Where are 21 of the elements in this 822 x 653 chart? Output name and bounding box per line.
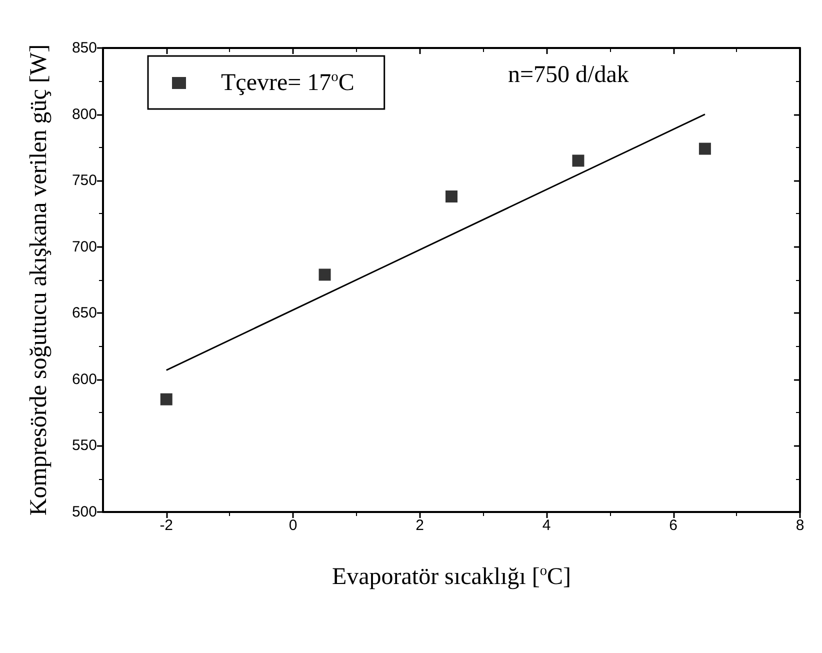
point xyxy=(318,268,331,281)
y-tick-label: 600 xyxy=(72,370,97,388)
y-axis-title: Kompresörde soğutucu akışkana verilen güç [W] xyxy=(26,44,52,516)
y-tick-label: 850 xyxy=(72,40,97,56)
x-tick-label: 2 xyxy=(416,517,424,534)
x-tick-label: 0 xyxy=(288,517,298,534)
y-tick-label: 650 xyxy=(72,304,97,322)
x-tick-label: -2 xyxy=(160,517,174,534)
y-tick-label: 800 xyxy=(72,106,97,123)
x-tick-label: 8 xyxy=(796,517,804,534)
point xyxy=(160,393,172,406)
point xyxy=(572,154,584,167)
annotation: n=750 d/dak xyxy=(508,62,629,88)
point xyxy=(446,190,458,202)
y-tick-label: 550 xyxy=(72,437,97,454)
y-tick-label: 750 xyxy=(72,172,97,190)
x-tick-label: 6 xyxy=(669,517,678,534)
y-tick-label: 500 xyxy=(72,504,97,520)
point xyxy=(698,142,711,155)
y-tick-label: 700 xyxy=(72,238,97,256)
x-tick-label: 4 xyxy=(542,517,551,534)
